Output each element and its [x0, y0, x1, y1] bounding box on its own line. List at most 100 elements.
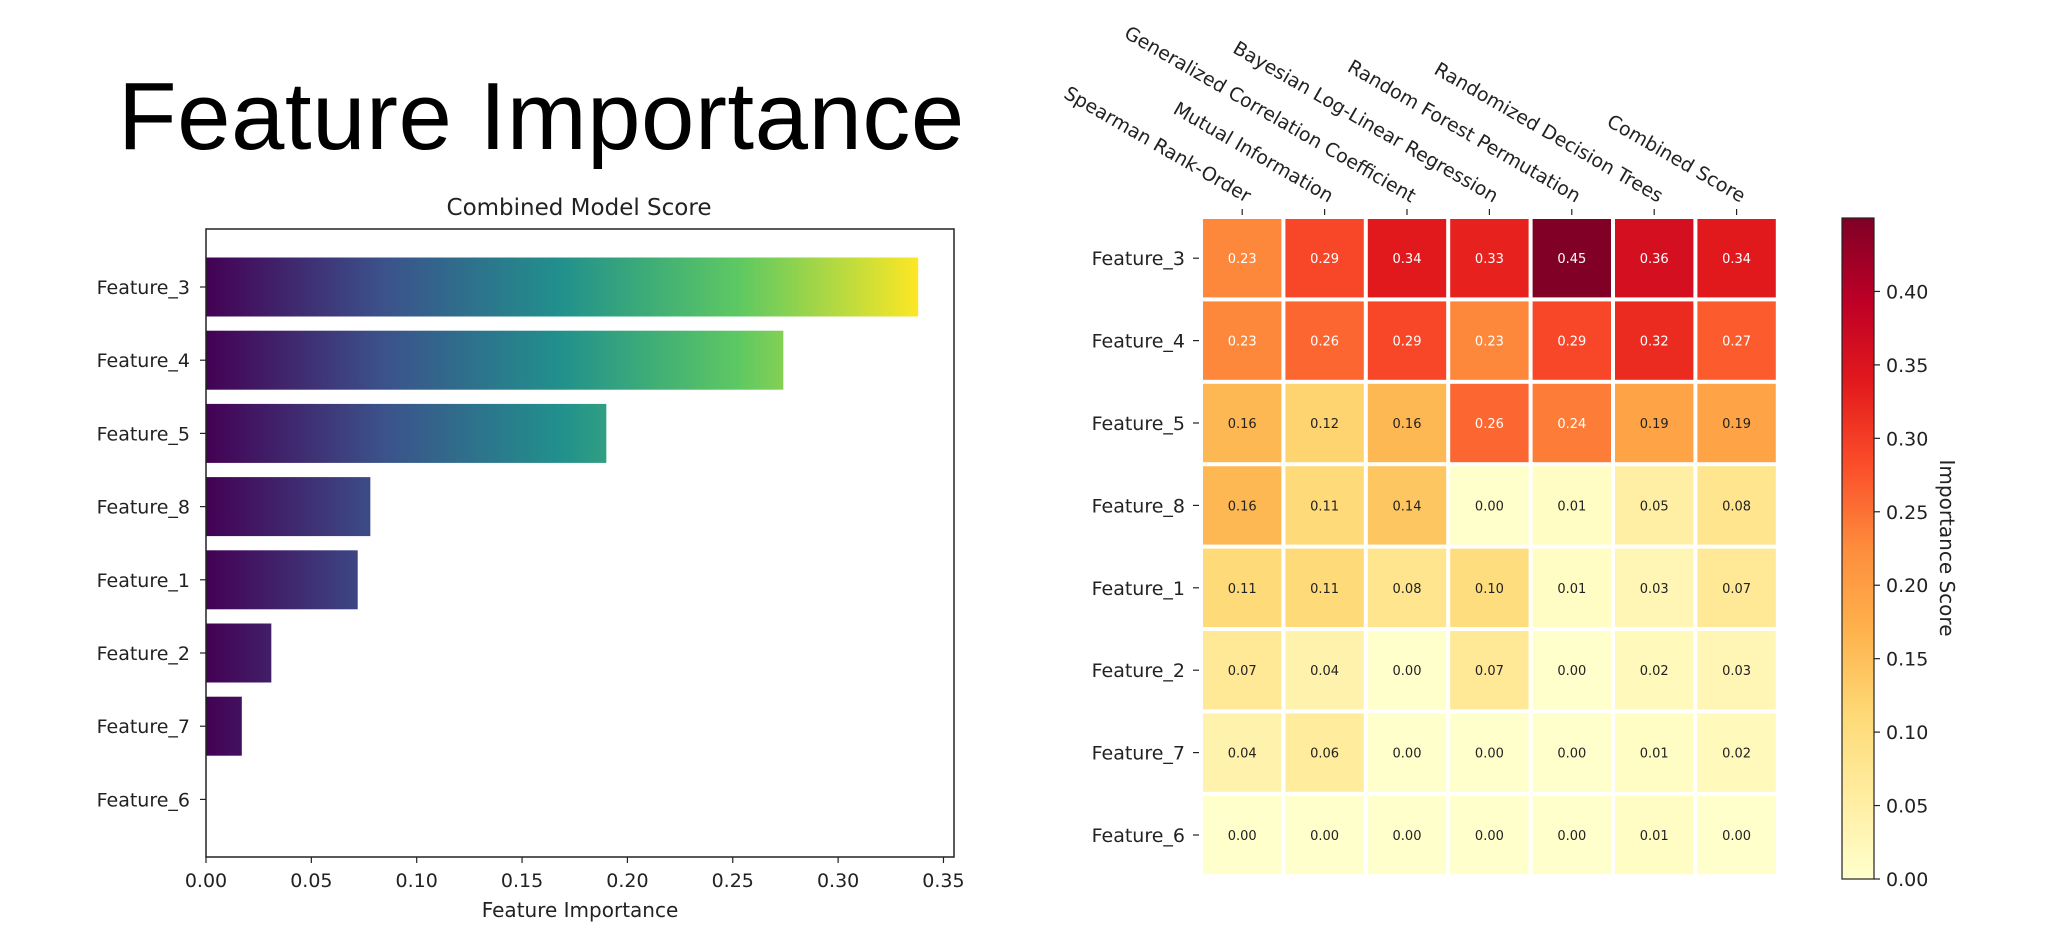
heatmap-row-label: Feature_1	[1092, 578, 1185, 600]
bar-chart-title: Combined Model Score	[447, 195, 712, 221]
bar-feature-5	[206, 403, 607, 463]
colorbar-tick-label: 0.40	[1886, 281, 1928, 303]
heatmap-cell	[1615, 301, 1694, 380]
heatmap-cell-label: 0.14	[1393, 499, 1422, 514]
heatmap-cell-label: 0.02	[1722, 747, 1751, 762]
bar-y-tick-label: Feature_6	[97, 789, 190, 811]
heatmap-cell	[1697, 466, 1776, 545]
heatmap-cell-label: 0.11	[1310, 499, 1339, 514]
heatmap-cell	[1367, 301, 1447, 380]
heatmap-cell	[1367, 383, 1447, 463]
heatmap-cell	[1615, 713, 1694, 792]
heatmap-cell	[1367, 795, 1447, 875]
heatmap-cell	[1367, 219, 1447, 298]
heatmap-cell	[1615, 219, 1694, 298]
colorbar-tick-label: 0.35	[1886, 355, 1928, 377]
heatmap-cell	[1450, 548, 1529, 627]
heatmap-cell-label: 0.03	[1640, 582, 1669, 597]
heatmap-cell-label: 0.16	[1228, 417, 1257, 432]
heatmap-cell	[1367, 713, 1447, 792]
heatmap-cell	[1450, 631, 1529, 710]
heatmap-row-label: Feature_8	[1092, 495, 1185, 517]
heatmap-cell	[1285, 713, 1364, 792]
heatmap-cell-label: 0.26	[1475, 417, 1504, 432]
bar-y-tick-label: Feature_8	[97, 497, 190, 519]
heatmap-cell	[1203, 466, 1282, 545]
slide-title: Feature Importance	[118, 63, 965, 170]
heatmap-cell	[1450, 219, 1529, 298]
heatmap-cell-label: 0.04	[1228, 747, 1257, 762]
heatmap-cell	[1615, 548, 1694, 627]
heatmap-cell	[1697, 713, 1776, 792]
heatmap-cell-label: 0.29	[1310, 252, 1339, 267]
bar-feature-8	[206, 477, 371, 537]
heatmap-cell	[1367, 466, 1447, 545]
heatmap-cell	[1450, 466, 1529, 545]
heatmap-cell	[1532, 383, 1611, 463]
heatmap-cell	[1285, 466, 1364, 545]
colorbar-tick-label: 0.15	[1886, 649, 1928, 671]
heatmap-cell-label: 0.06	[1310, 747, 1339, 762]
colorbar-tick-label: 0.00	[1886, 869, 1928, 891]
heatmap-cell-label: 0.00	[1393, 664, 1422, 679]
heatmap-cell-label: 0.26	[1310, 335, 1339, 350]
heatmap-cell-label: 0.11	[1228, 582, 1257, 597]
colorbar-tick-label: 0.30	[1886, 428, 1928, 450]
bar-feature-7	[206, 696, 242, 756]
bar-feature-4	[206, 330, 784, 390]
heatmap-cell	[1697, 795, 1776, 875]
bar-feature-1	[206, 550, 358, 610]
colorbar-tick-label: 0.05	[1886, 796, 1928, 818]
bar-y-tick-label: Feature_1	[97, 570, 190, 592]
heatmap-cell-label: 0.01	[1557, 582, 1586, 597]
heatmap-cell-label: 0.07	[1475, 664, 1504, 679]
heatmap-cell-label: 0.00	[1393, 747, 1422, 762]
bar-x-axis-title: Feature Importance	[482, 898, 679, 922]
bar-x-tick-label: 0.15	[501, 870, 543, 892]
heatmap-cell	[1615, 383, 1694, 463]
colorbar-label: Importance Score	[1935, 460, 1959, 637]
heatmap-cell	[1285, 219, 1364, 298]
heatmap-cell	[1450, 713, 1529, 792]
heatmap-cell-label: 0.16	[1228, 499, 1257, 514]
heatmap-cell-label: 0.08	[1393, 582, 1422, 597]
heatmap-cell	[1285, 548, 1364, 627]
heatmap-cell-label: 0.12	[1310, 417, 1339, 432]
heatmap-row-label: Feature_7	[1092, 743, 1185, 765]
colorbar-tick-label: 0.25	[1886, 502, 1928, 524]
heatmap-cell	[1285, 301, 1364, 380]
heatmap-cell	[1532, 219, 1611, 298]
heatmap-cell	[1450, 383, 1529, 463]
heatmap-cell	[1615, 466, 1694, 545]
bar-x-tick-label: 0.10	[396, 870, 438, 892]
heatmap-cell	[1450, 795, 1529, 875]
colorbar-tick-label: 0.10	[1886, 722, 1928, 744]
bar-x-tick-label: 0.35	[922, 870, 964, 892]
heatmap-cell-label: 0.02	[1640, 664, 1669, 679]
bar-y-tick-label: Feature_7	[97, 716, 190, 738]
heatmap-cell-label: 0.07	[1228, 664, 1257, 679]
bar-x-tick-label: 0.05	[290, 870, 332, 892]
bar-x-tick-label: 0.00	[185, 870, 227, 892]
heatmap-cell	[1285, 631, 1364, 710]
heatmap-cell	[1203, 301, 1282, 380]
heatmap-row-label: Feature_6	[1092, 825, 1185, 847]
heatmap-cell-label: 0.33	[1475, 252, 1504, 267]
heatmap-cell-label: 0.27	[1722, 335, 1751, 350]
heatmap-cell-label: 0.03	[1722, 664, 1751, 679]
heatmap-column-label: Combined Score	[1603, 110, 1749, 207]
heatmap-cell	[1615, 795, 1694, 875]
heatmap-cell	[1203, 383, 1282, 463]
bar-feature-3	[206, 257, 919, 317]
heatmap-cell-label: 0.11	[1310, 582, 1339, 597]
heatmap-cell-label: 0.34	[1722, 252, 1751, 267]
heatmap-cell-label: 0.24	[1557, 417, 1586, 432]
heatmap-cell-label: 0.00	[1475, 499, 1504, 514]
heatmap-cell	[1367, 631, 1447, 710]
heatmap-cell-label: 0.16	[1393, 417, 1422, 432]
heatmap-cell-label: 0.34	[1393, 252, 1422, 267]
heatmap-cell	[1532, 631, 1611, 710]
heatmap-cell-label: 0.00	[1557, 747, 1586, 762]
bar-x-tick-label: 0.25	[712, 870, 754, 892]
